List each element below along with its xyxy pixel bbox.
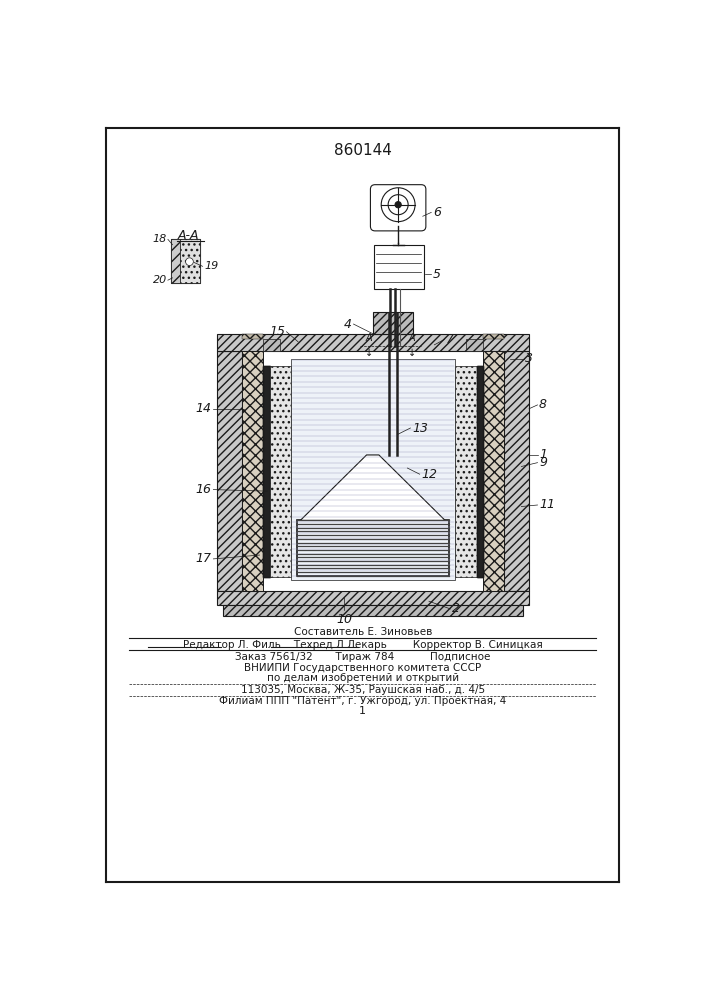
Polygon shape (264, 366, 269, 577)
Circle shape (381, 188, 415, 222)
Text: 11: 11 (539, 498, 555, 512)
Text: ↓: ↓ (365, 348, 373, 358)
Bar (180, 239, 200, 283)
Text: А: А (409, 333, 415, 343)
Bar (466, 339, 483, 351)
Text: 1: 1 (359, 706, 366, 716)
Text: 5: 5 (433, 267, 440, 280)
Polygon shape (242, 334, 264, 339)
Bar (223, 605, 523, 616)
Text: 2: 2 (452, 602, 460, 615)
Text: по делам изобретений и открытий: по делам изобретений и открытий (267, 673, 459, 683)
Bar (217, 591, 529, 605)
Circle shape (395, 202, 402, 208)
Bar (269, 366, 291, 577)
Text: Филиам ППП "Патент", г. Ужгород, ул. Проектная, 4: Филиам ППП "Патент", г. Ужгород, ул. Про… (219, 696, 506, 706)
Text: ↓: ↓ (408, 348, 416, 358)
Text: А-А: А-А (178, 229, 199, 242)
Bar (171, 239, 200, 283)
Bar (455, 366, 477, 577)
Bar (217, 351, 242, 591)
FancyBboxPatch shape (370, 185, 426, 231)
Polygon shape (477, 366, 483, 577)
Text: 18: 18 (153, 234, 167, 244)
Text: Редактор Л. Филь    Техред Л.Лекарь        Корректор В. Синицкая: Редактор Л. Филь Техред Л.Лекарь Коррект… (183, 640, 542, 650)
Bar (264, 366, 269, 577)
Bar (477, 366, 483, 577)
Circle shape (388, 195, 408, 215)
Text: 6: 6 (433, 206, 440, 219)
Text: 14: 14 (196, 402, 212, 415)
Text: 10: 10 (337, 613, 352, 626)
Text: Составитель Е. Зиновьев: Составитель Е. Зиновьев (293, 627, 432, 637)
Text: 3: 3 (525, 352, 533, 365)
Bar (171, 239, 180, 283)
Bar (483, 351, 504, 591)
Text: 860144: 860144 (334, 143, 392, 158)
Text: 7: 7 (446, 333, 454, 346)
Bar (373, 245, 423, 289)
Bar (217, 334, 529, 351)
Text: 8: 8 (539, 398, 547, 411)
Bar (373, 312, 413, 334)
Bar (297, 520, 449, 576)
Text: 19: 19 (204, 261, 218, 271)
Polygon shape (483, 334, 504, 339)
Text: 17: 17 (196, 552, 212, 565)
Bar (242, 351, 264, 591)
Text: 16: 16 (196, 483, 212, 496)
Text: 1: 1 (539, 448, 547, 461)
Text: Заказ 7561/32       Тираж 784           Подписное: Заказ 7561/32 Тираж 784 Подписное (235, 652, 491, 662)
Circle shape (186, 258, 193, 266)
Text: ВНИИПИ Государственного комитета СССР: ВНИИПИ Государственного комитета СССР (244, 663, 481, 673)
Bar (504, 351, 529, 591)
Text: 9: 9 (539, 456, 547, 469)
Bar (291, 359, 455, 580)
Polygon shape (300, 455, 445, 520)
Bar (264, 339, 281, 351)
Text: 4: 4 (344, 318, 352, 331)
Text: 20: 20 (153, 275, 167, 285)
Text: 13: 13 (412, 422, 428, 434)
Text: 15: 15 (269, 325, 285, 338)
Text: 12: 12 (421, 468, 437, 481)
Text: А: А (366, 333, 372, 343)
Text: 113035, Москва, Ж-35, Раушская наб., д. 4/5: 113035, Москва, Ж-35, Раушская наб., д. … (240, 685, 485, 695)
